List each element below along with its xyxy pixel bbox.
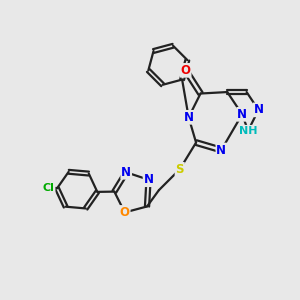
Text: N: N: [254, 103, 263, 116]
Text: NH: NH: [239, 126, 257, 136]
Text: N: N: [216, 143, 226, 157]
Text: N: N: [184, 111, 194, 124]
Text: N: N: [121, 166, 131, 179]
Text: S: S: [176, 163, 184, 176]
Text: O: O: [120, 206, 130, 219]
Text: O: O: [181, 64, 191, 77]
Text: N: N: [237, 108, 247, 121]
Text: N: N: [143, 173, 154, 186]
Text: Cl: Cl: [43, 183, 55, 194]
